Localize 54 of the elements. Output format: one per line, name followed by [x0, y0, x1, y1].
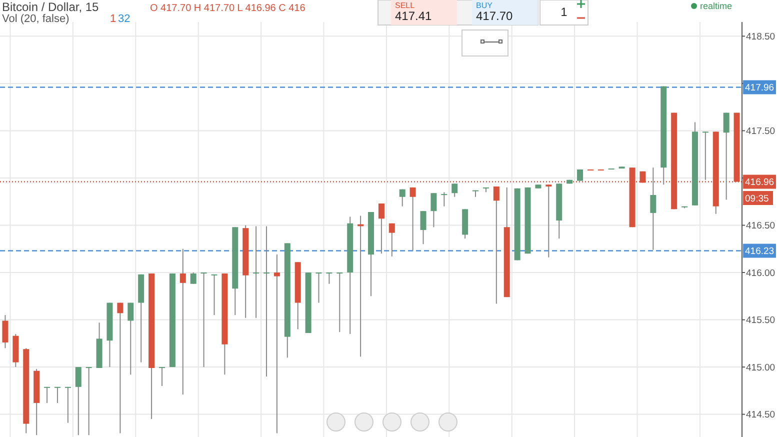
- candlestick: [75, 366, 82, 436]
- candlestick: [452, 183, 458, 198]
- candlestick: [190, 272, 196, 284]
- y-tick-label: 418.50: [746, 32, 776, 43]
- candlestick: [441, 192, 448, 207]
- candlestick: [64, 386, 71, 424]
- candlestick: [326, 272, 332, 284]
- candlestick: [263, 226, 270, 377]
- candlestick: [378, 203, 384, 254]
- candlestick: [430, 192, 437, 228]
- y-tick-label: 416.00: [746, 268, 776, 279]
- annotation: 1: [110, 13, 116, 25]
- y-tick-label: 415.50: [746, 315, 776, 326]
- ref-line-label: 417.96: [745, 82, 774, 94]
- candlestick: [336, 272, 343, 333]
- annotation: 417.41: [395, 9, 432, 23]
- candlestick: [723, 112, 730, 200]
- candlestick: [546, 184, 552, 258]
- annotation: Vol (20, false): [2, 13, 70, 25]
- text: O 417.70 H 417.70 L 416.96 C 416: [150, 3, 306, 14]
- candlestick: [702, 131, 708, 180]
- ref-line-label: 416.23: [745, 246, 774, 258]
- text: BUY: [476, 1, 494, 10]
- candlestick: [650, 167, 656, 250]
- ref-line-label: 416.96: [745, 177, 774, 188]
- annotation: 417.70: [476, 9, 514, 23]
- candlestick: [253, 226, 260, 318]
- y-tick-label: 415.00: [746, 362, 776, 374]
- candlestick: [158, 366, 165, 386]
- candlestick: [493, 186, 500, 304]
- candlestick: [316, 272, 322, 304]
- candlestick: [399, 188, 406, 207]
- candlestick: [180, 248, 186, 395]
- candlestick: [211, 274, 218, 316]
- candlestick: [200, 272, 207, 368]
- candlestick: [388, 222, 395, 257]
- text: realtime: [700, 1, 732, 11]
- chart-title: Bitcoin / Dollar, 15: [2, 0, 100, 14]
- text: 09:35: [745, 193, 769, 204]
- candlestick: [2, 314, 8, 349]
- annotation: 32: [118, 13, 130, 25]
- text: 1: [560, 5, 568, 19]
- candlestick: [117, 302, 124, 434]
- y-tick-label: 417.50: [746, 126, 776, 138]
- candlestick: [86, 366, 92, 436]
- candlestick: [274, 254, 280, 434]
- candlestick: [410, 186, 416, 252]
- candlestick: [54, 386, 60, 404]
- candlestick: [420, 210, 426, 245]
- candlestick: [128, 302, 134, 376]
- y-tick-label: 414.50: [746, 410, 776, 421]
- y-tick-label: 416.50: [746, 220, 776, 232]
- text: SELL: [395, 1, 416, 10]
- candlestick: [44, 386, 50, 404]
